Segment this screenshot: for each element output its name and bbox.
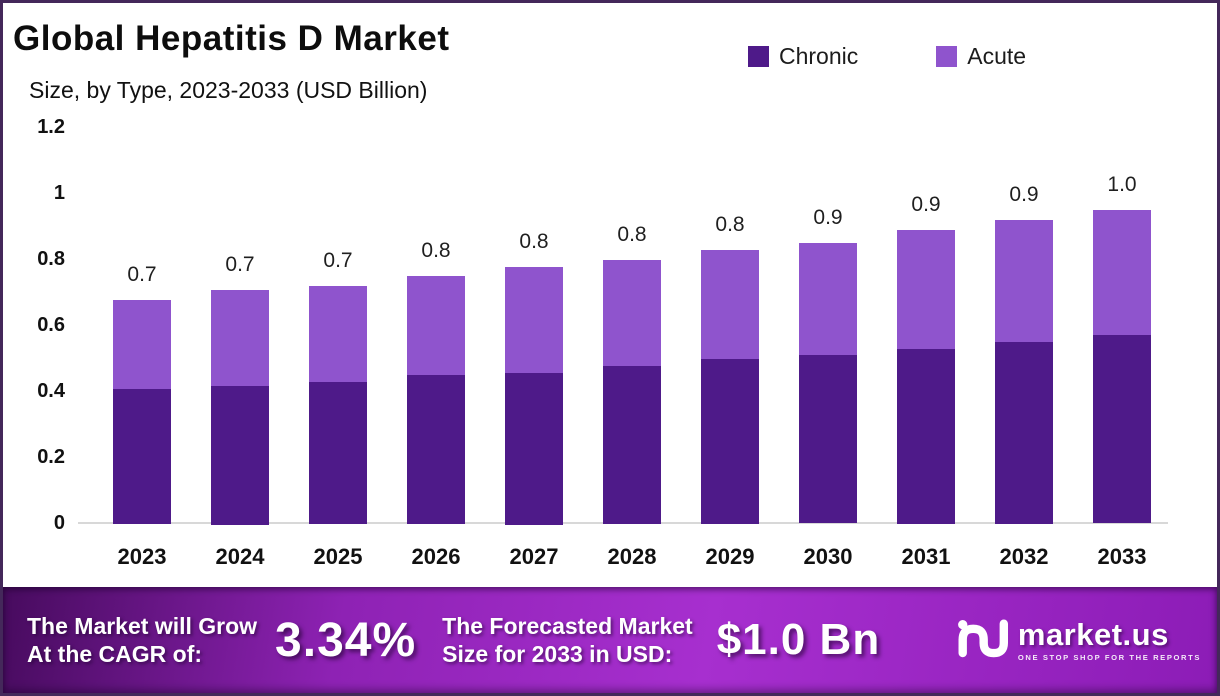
y-axis-tick-label: 0.2	[37, 446, 65, 468]
x-axis-tick-label: 2032	[999, 544, 1049, 569]
bar-segment-chronic[interactable]	[211, 386, 269, 525]
cagr-caption: The Market will Grow At the CAGR of:	[27, 612, 257, 668]
marketus-logo[interactable]: market.us ONE STOP SHOP FOR THE REPORTS	[956, 612, 1201, 669]
bar-group: 0.9	[897, 193, 955, 524]
x-axis-tick-label: 2023	[117, 544, 167, 569]
bar-segment-acute[interactable]	[505, 267, 563, 373]
x-axis-tick-label: 2029	[705, 544, 755, 569]
x-axis-tick-label: 2033	[1097, 544, 1147, 569]
y-axis-tick-label: 1	[53, 182, 65, 204]
bar-segment-chronic[interactable]	[897, 349, 955, 524]
bar-segment-chronic[interactable]	[113, 389, 171, 524]
stacked-bar-chart: 0.7 0.7 0.7 0.8 0.8 0.8 0.8 0.9 0.9 0.9 1.0 1.2 1 0.…	[3, 3, 1217, 589]
marketus-logo-icon	[956, 612, 1008, 669]
x-axis-tick-label: 2024	[215, 544, 265, 569]
forecast-caption: The Forecasted Market Size for 2033 in U…	[442, 612, 693, 668]
y-axis-tick-label: 0	[53, 512, 65, 534]
bar-group: 0.9	[799, 206, 857, 524]
bar-segment-acute[interactable]	[995, 220, 1053, 342]
bar-segment-acute[interactable]	[309, 286, 367, 382]
forecast-caption-line1: The Forecasted Market	[442, 612, 693, 639]
y-axis-tick-label: 1.2	[37, 116, 65, 138]
x-axis-tick-label: 2027	[509, 544, 559, 569]
bar-group: 0.8	[505, 230, 563, 525]
cagr-value: 3.34%	[275, 613, 417, 667]
cagr-caption-line1: The Market will Grow	[27, 612, 258, 639]
bar-segment-acute[interactable]	[1093, 210, 1151, 335]
bar-segment-acute[interactable]	[407, 276, 465, 375]
bar-group: 0.8	[603, 223, 661, 524]
bar-segment-acute[interactable]	[701, 250, 759, 359]
legend-swatch-acute-icon	[936, 46, 958, 67]
bar-group: 0.8	[701, 213, 759, 524]
legend-label-chronic: Chronic	[779, 43, 859, 69]
legend-item-chronic[interactable]: Chronic	[748, 43, 858, 70]
bar-total-label: 0.8	[715, 213, 745, 236]
bar-segment-chronic[interactable]	[1093, 335, 1151, 523]
y-axis-tick-label: 0.6	[37, 314, 65, 336]
bar-group: 1.0	[1093, 173, 1151, 524]
legend-item-acute[interactable]: Acute	[936, 43, 1026, 70]
chart-legend: Chronic Acute	[748, 43, 1026, 70]
bar-total-label: 0.8	[617, 223, 647, 246]
bar-segment-acute[interactable]	[603, 260, 661, 366]
bar-total-label: 0.8	[421, 239, 451, 262]
bar-group: 0.9	[995, 183, 1053, 524]
bar-segment-acute[interactable]	[897, 230, 955, 349]
bar-total-label: 0.7	[127, 263, 157, 286]
bar-group: 0.7	[113, 263, 171, 524]
bar-segment-acute[interactable]	[799, 243, 857, 355]
logo-name: market.us	[1017, 616, 1169, 652]
forecast-value: $1.0 Bn	[716, 615, 881, 664]
x-axis-tick-label: 2025	[313, 544, 363, 569]
bar-group: 0.7	[309, 249, 367, 524]
bar-total-label: 1.0	[1107, 173, 1137, 196]
legend-swatch-chronic-icon	[748, 46, 769, 67]
plot-area: 0.7 0.7 0.7 0.8 0.8 0.8 0.8 0.9 0.9 0.9 1.0	[78, 128, 1168, 525]
bar-total-label: 0.9	[813, 206, 843, 229]
logo-tagline: ONE STOP SHOP FOR THE REPORTS	[1017, 652, 1201, 662]
bar-segment-chronic[interactable]	[505, 373, 563, 525]
summary-banner: The Market will Grow At the CAGR of: 3.3…	[3, 587, 1217, 693]
bar-segment-chronic[interactable]	[995, 342, 1053, 524]
x-axis-tick-label: 2030	[803, 544, 853, 569]
bar-segment-acute[interactable]	[211, 290, 269, 386]
bar-segment-chronic[interactable]	[603, 366, 661, 524]
bar-group: 0.7	[211, 253, 269, 525]
bar-total-label: 0.7	[323, 249, 353, 272]
y-axis-tick-label: 0.4	[37, 380, 65, 402]
bar-total-label: 0.9	[1009, 183, 1039, 206]
bar-segment-chronic[interactable]	[799, 355, 857, 523]
y-axis-tick-label: 0.8	[37, 248, 65, 270]
bar-segment-chronic[interactable]	[309, 382, 367, 524]
bar-segment-chronic[interactable]	[701, 359, 759, 524]
x-axis-tick-label: 2026	[411, 544, 461, 569]
forecast-caption-line2: Size for 2033 in USD:	[442, 641, 673, 667]
page-subtitle: Size, by Type, 2023-2033 (USD Billion)	[29, 77, 428, 103]
x-axis-tick-label: 2028	[607, 544, 657, 569]
bar-group: 0.8	[407, 239, 465, 524]
bar-segment-chronic[interactable]	[407, 375, 465, 524]
legend-label-acute: Acute	[967, 43, 1027, 69]
bar-total-label: 0.9	[911, 193, 941, 216]
bar-total-label: 0.7	[225, 253, 255, 276]
x-axis-tick-label: 2031	[901, 544, 951, 569]
bar-segment-acute[interactable]	[113, 300, 171, 389]
page-title: Global Hepatitis D Market	[13, 19, 450, 58]
bar-total-label: 0.8	[519, 230, 549, 253]
cagr-caption-line2: At the CAGR of:	[27, 641, 203, 667]
